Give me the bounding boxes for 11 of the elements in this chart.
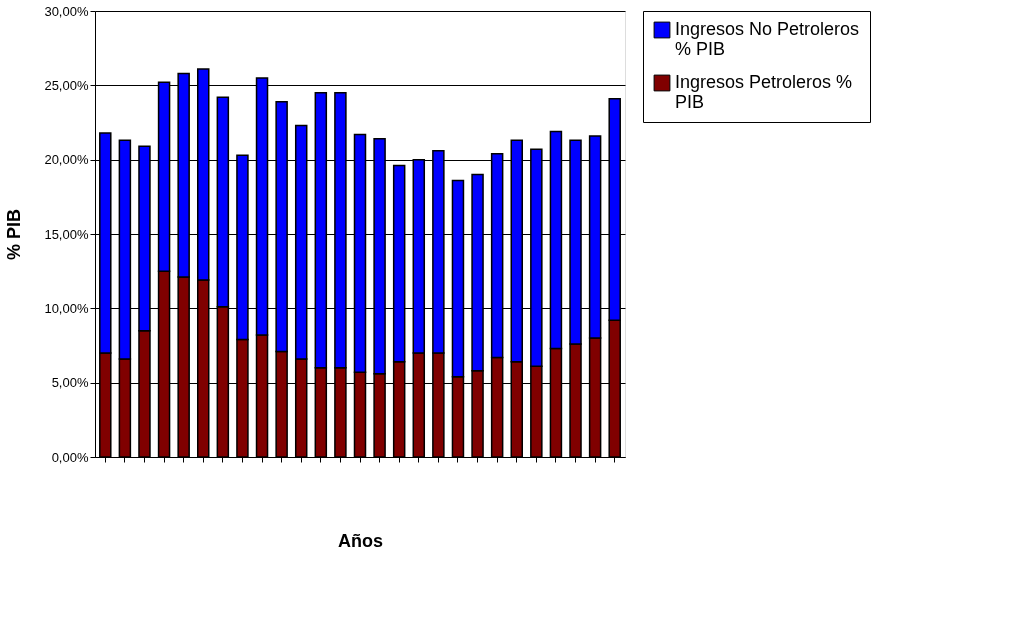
x-axis-title: Años (338, 531, 383, 551)
y-tick-label: 0,00% (51, 449, 89, 465)
legend-label: Ingresos Petroleros % PIB (675, 72, 853, 112)
y-tick-label: 30,00% (44, 3, 89, 19)
y-tick-label: 15,00% (44, 226, 89, 242)
y-tick-label: 20,00% (44, 152, 89, 168)
legend-label: Ingresos No Petroleros % PIB (675, 19, 860, 59)
y-tick-label: 5,00% (51, 375, 89, 391)
y-axis-title: % PIB (4, 208, 25, 261)
y-tick-label: 10,00% (44, 300, 89, 316)
y-tick-label: 25,00% (44, 77, 89, 93)
